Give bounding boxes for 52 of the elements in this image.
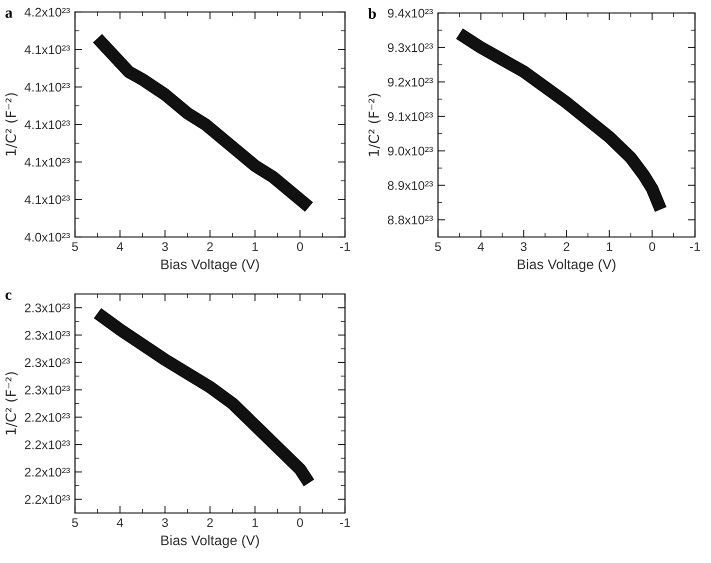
y-tick-label: 9.2x10²³ — [388, 78, 433, 87]
x-tick-label: 1 — [252, 518, 258, 527]
y-tick-label: 4.1x10²³ — [24, 195, 70, 204]
x-tick-label: 5 — [435, 242, 441, 252]
y-tick-label: 4.1x10²³ — [24, 82, 70, 92]
y-tick-label: 2.2x10²³ — [24, 495, 70, 504]
x-tick-label: 3 — [520, 242, 527, 252]
y-tick-label: 2.3x10²³ — [24, 330, 70, 340]
y-tick-label: 8.9x10²³ — [388, 181, 433, 190]
x-tick-label: 1 — [606, 242, 612, 251]
y-axis-title: 1/C² (F⁻²) — [368, 94, 381, 156]
y-tick-label: 2.3x10²³ — [24, 386, 70, 394]
y-tick-label: 4.1x10²³ — [24, 158, 70, 167]
y-tick-label: 2.3x10²³ — [24, 358, 70, 368]
y-tick-label: 4.2x10²³ — [24, 8, 70, 17]
x-axis-title: Bias Voltage (V) — [518, 259, 616, 272]
x-tick-label: 0 — [297, 518, 303, 528]
x-tick-label: 2 — [207, 242, 213, 251]
x-axis-title: Bias Voltage (V) — [161, 535, 259, 548]
x-tick-label: 3 — [162, 242, 168, 252]
x-tick-label: 5 — [72, 518, 78, 528]
x-tick-label: 3 — [162, 518, 168, 528]
chart-title: b — [368, 8, 376, 19]
y-tick-label: 4.1x10²³ — [24, 45, 70, 54]
x-tick-label: -1 — [340, 518, 350, 527]
y-axis-title: 1/C² (F⁻²) — [5, 93, 18, 156]
x-tick-label: 4 — [478, 242, 484, 251]
x-tick-label: 4 — [116, 518, 124, 527]
x-tick-label: 2 — [564, 242, 570, 251]
y-tick-label: 9.3x10²³ — [388, 43, 433, 52]
chart-title: c — [6, 292, 12, 300]
x-tick-label: -1 — [690, 242, 700, 251]
y-tick-label: 2.3x10²³ — [24, 303, 70, 312]
chart-title: a — [5, 10, 12, 18]
x-tick-label: 5 — [72, 242, 78, 252]
x-axis-title: Bias Voltage (V) — [161, 259, 259, 272]
y-tick-label: 9.1x10²³ — [388, 112, 433, 122]
y-tick-label: 9.4x10²³ — [388, 8, 433, 18]
y-tick-label: 9.0x10²³ — [388, 146, 433, 156]
y-tick-label: 8.8x10²³ — [388, 216, 433, 224]
y-tick-label: 4.0x10²³ — [24, 232, 70, 242]
x-tick-label: 2 — [207, 518, 213, 527]
y-tick-label: 2.2x10²³ — [24, 440, 70, 450]
y-tick-label: 4.1x10²³ — [24, 120, 70, 130]
x-tick-label: 1 — [252, 242, 258, 251]
y-tick-label: 2.2x10²³ — [24, 412, 70, 422]
y-axis-title: 1/C² (F⁻²) — [5, 372, 18, 434]
x-tick-label: 0 — [297, 242, 303, 252]
x-tick-label: -1 — [340, 242, 350, 251]
x-tick-label: 4 — [116, 242, 124, 251]
x-tick-label: 0 — [649, 242, 656, 252]
y-tick-label: 2.2x10²³ — [24, 468, 70, 477]
